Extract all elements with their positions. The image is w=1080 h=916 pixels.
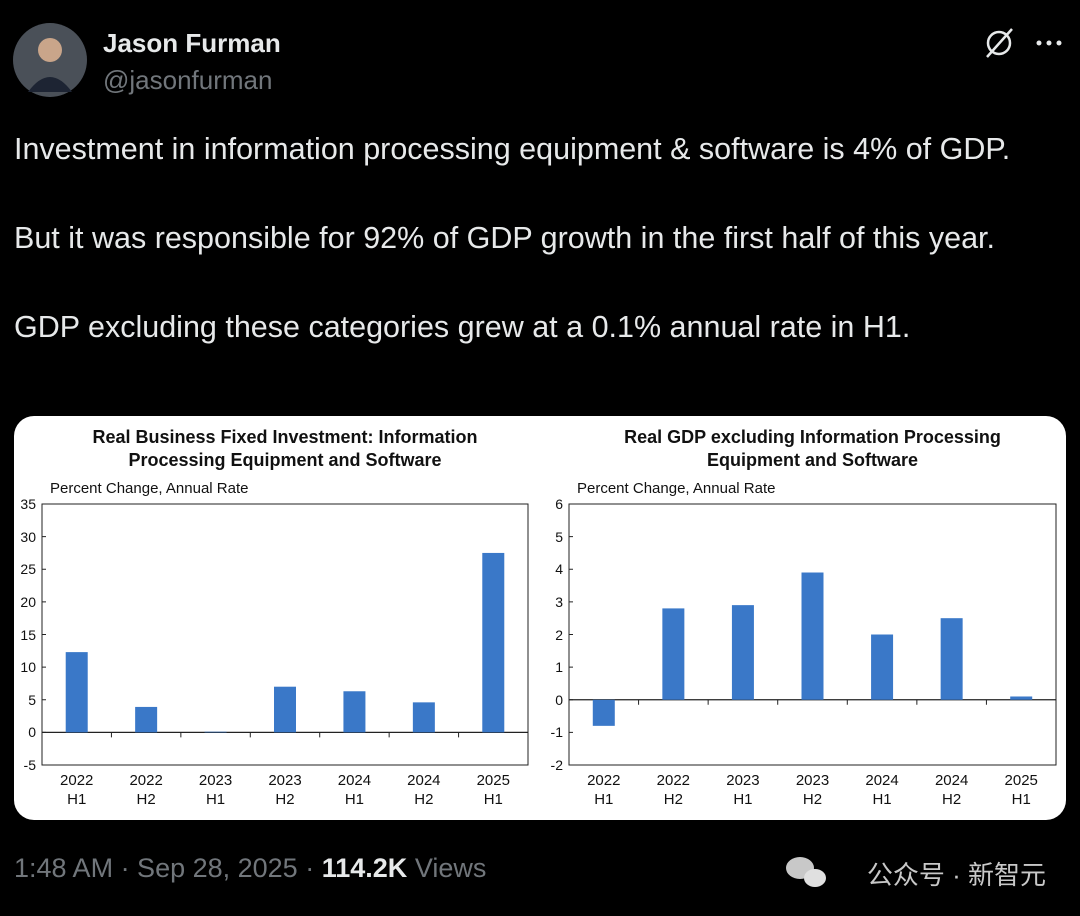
y-tick-label: -5 [23, 757, 36, 773]
x-tick-label: 2023 H1 [726, 772, 760, 808]
x-tick-label: 2025 H1 [1004, 772, 1038, 808]
avatar-body [28, 77, 72, 92]
views-label: Views [414, 853, 487, 883]
y-tick-label: 4 [555, 561, 563, 578]
bar [940, 618, 963, 700]
bar [482, 552, 505, 733]
x-tick-label: 2024 H1 [865, 772, 899, 808]
bar [135, 706, 158, 733]
y-tick-label: 5 [28, 691, 36, 708]
x-tick-label: 2022 H2 [656, 772, 691, 808]
y-tick-label: 2 [555, 626, 563, 643]
y-tick-label: 1 [555, 659, 563, 676]
bar [801, 572, 824, 700]
author-name[interactable]: Jason Furman [103, 28, 281, 58]
y-tick-label: 10 [20, 659, 36, 676]
x-tick-label: 2022 H1 [587, 772, 621, 808]
y-tick-label: 5 [555, 528, 563, 545]
wechat-icon [786, 857, 826, 887]
footer-meta: 1:48 AM · Sep 28, 2025 · 114.2K Views [14, 853, 486, 884]
bar [412, 702, 435, 733]
bar [65, 652, 88, 733]
y-tick-label: 0 [28, 724, 36, 741]
x-tick-label: 2024 H1 [337, 772, 372, 808]
y-tick-label: -2 [550, 757, 563, 773]
y-tick-label: 25 [20, 561, 36, 578]
chart-title: Real Business Fixed Investment: Informat… [92, 427, 478, 470]
y-tick-label: 15 [20, 626, 36, 643]
x-tick-label: 2023 H1 [198, 772, 233, 808]
x-tick-label: 2025 H1 [476, 772, 510, 808]
bar [1010, 696, 1033, 700]
avatar-face [38, 38, 62, 62]
bar [274, 686, 296, 733]
bar [204, 731, 227, 733]
y-tick-label: 35 [20, 496, 36, 512]
bar [343, 691, 366, 733]
x-tick-label: 2022 H2 [129, 772, 163, 808]
tweet-paragraph: Investment in information processing equ… [14, 132, 1011, 166]
watermark: 公众号 · 新智元 [866, 860, 1046, 890]
bar [731, 605, 754, 700]
chart-image[interactable]: Real Business Fixed Investment: Informat… [14, 416, 1066, 820]
y-tick-label: -1 [550, 724, 563, 741]
bar [871, 634, 894, 700]
more-icon[interactable] [1036, 40, 1062, 46]
x-tick-label: 2022 H1 [60, 772, 94, 808]
x-tick-label: 2023 H2 [795, 772, 830, 808]
charts [41, 503, 1057, 766]
grok-icon[interactable] [986, 28, 1013, 58]
tweet-paragraph: But it was responsible for 92% of GDP gr… [14, 221, 995, 255]
chart-title: Real GDP excluding Information Processin… [624, 427, 1001, 470]
author-handle[interactable]: @jasonfurman [103, 65, 273, 95]
x-tick-label: 2023 H2 [268, 772, 302, 808]
chart-subtitle: Percent Change, Annual Rate [577, 480, 776, 497]
y-tick-label: 20 [20, 593, 36, 610]
y-tick-label: 30 [20, 528, 36, 545]
x-tick-label: 2024 H2 [407, 772, 441, 808]
y-tick-label: 0 [555, 691, 563, 708]
views-count: 114.2K [321, 853, 408, 883]
timestamp[interactable]: 1:48 AM · Sep 28, 2025 · [14, 853, 315, 883]
chart-subtitle: Percent Change, Annual Rate [50, 480, 249, 497]
tweet-text: Investment in information processing equ… [14, 127, 1069, 394]
tweet-paragraph: GDP excluding these categories grew at a… [14, 310, 911, 344]
bar [662, 608, 685, 700]
bar [592, 699, 615, 726]
y-tick-label: 3 [555, 593, 563, 610]
y-tick-label: 6 [555, 496, 563, 512]
x-tick-label: 2024 H2 [934, 772, 969, 808]
